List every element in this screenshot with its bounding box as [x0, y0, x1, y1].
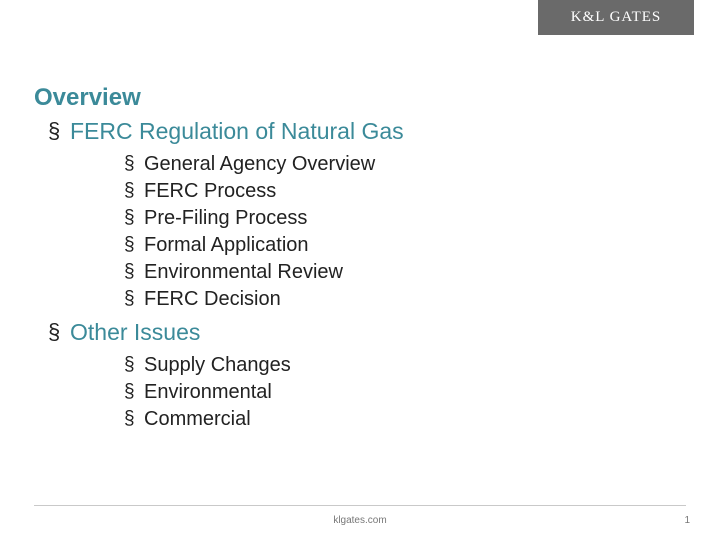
list-item: General Agency Overview	[124, 151, 686, 178]
top-band: K&L GATES	[0, 0, 720, 35]
outline-level-2: General Agency Overview FERC Process Pre…	[70, 151, 686, 313]
section-heading: Other Issues Supply Changes Environmenta…	[48, 319, 686, 433]
list-item: FERC Decision	[124, 286, 686, 313]
list-item: Formal Application	[124, 232, 686, 259]
list-item: Environmental Review	[124, 259, 686, 286]
list-item: Supply Changes	[124, 352, 686, 379]
brand-logo: K&L GATES	[538, 0, 694, 35]
content-area: Overview FERC Regulation of Natural Gas …	[34, 84, 686, 439]
outline-level-2: Supply Changes Environmental Commercial	[70, 352, 686, 433]
outline-level-1: FERC Regulation of Natural Gas General A…	[34, 118, 686, 433]
list-item: FERC Process	[124, 178, 686, 205]
page-title: Overview	[34, 84, 686, 112]
list-item: Pre-Filing Process	[124, 205, 686, 232]
footer-url: klgates.com	[0, 515, 720, 526]
list-item: Commercial	[124, 406, 686, 433]
list-item: Environmental	[124, 379, 686, 406]
slide: K&L GATES Overview FERC Regulation of Na…	[0, 0, 720, 540]
section-heading: FERC Regulation of Natural Gas General A…	[48, 118, 686, 313]
footer-divider	[34, 505, 686, 506]
page-number: 1	[684, 515, 690, 526]
section-label: Other Issues	[70, 319, 200, 345]
section-label: FERC Regulation of Natural Gas	[70, 118, 404, 144]
